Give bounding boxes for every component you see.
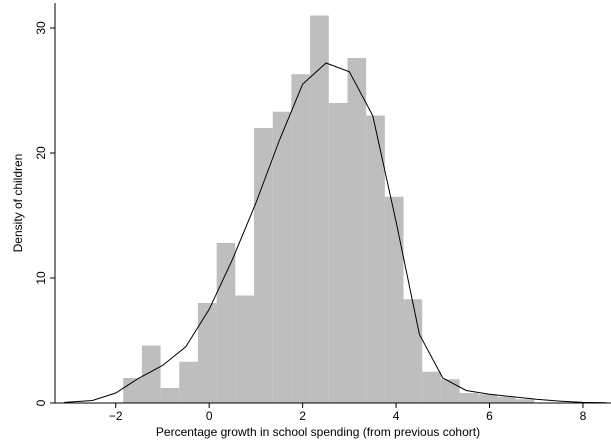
bar: [366, 115, 385, 403]
bar: [496, 396, 516, 403]
bar: [440, 379, 460, 403]
bar: [254, 128, 273, 403]
bar: [403, 299, 423, 403]
y-tick-label: 30: [34, 21, 48, 35]
bar: [216, 243, 236, 403]
x-tick-label: 2: [299, 409, 306, 423]
bar: [272, 111, 292, 403]
x-tick-label: 6: [486, 409, 493, 423]
bar: [291, 74, 311, 403]
x-tick-label: −2: [109, 409, 123, 423]
y-tick-label: 20: [34, 146, 48, 160]
bar: [197, 303, 217, 403]
bar: [179, 361, 198, 403]
bar: [384, 196, 404, 403]
bar: [160, 388, 180, 403]
bar: [310, 15, 329, 403]
bar: [235, 295, 255, 403]
x-tick-label: 0: [206, 409, 213, 423]
y-tick-label: 10: [34, 271, 48, 285]
bar: [123, 378, 142, 403]
bar: [459, 393, 479, 403]
bar: [478, 394, 497, 403]
bar: [422, 371, 441, 403]
x-tick-label: 4: [393, 409, 400, 423]
bar: [347, 58, 367, 403]
x-axis-label: Percentage growth in school spending (fr…: [156, 425, 480, 439]
bar: [515, 399, 535, 403]
bar: [328, 103, 348, 403]
y-axis-label: Density of children: [11, 154, 25, 253]
x-tick-label: 8: [580, 409, 587, 423]
y-tick-label: 0: [34, 399, 48, 406]
density-line: [64, 62, 607, 404]
bar: [141, 345, 161, 403]
